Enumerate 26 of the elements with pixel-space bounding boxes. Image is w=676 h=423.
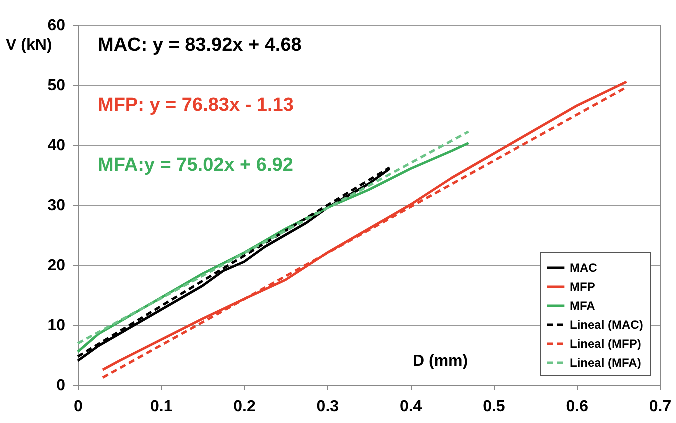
- y-tick-label: 0: [56, 378, 66, 394]
- y-tick-label: 30: [48, 198, 66, 214]
- x-tick-label: 0: [74, 398, 84, 416]
- x-tick-label: 0.3: [316, 398, 340, 416]
- y-tick-label: 40: [48, 138, 66, 154]
- x-tick-label: 0.4: [400, 398, 422, 416]
- legend-label: Lineal (MFA): [570, 356, 642, 370]
- y-axis-title: V (kN): [6, 37, 52, 54]
- y-tick-label: 20: [48, 258, 66, 274]
- legend-label: MFA: [570, 299, 596, 313]
- legend-label: MFP: [570, 280, 596, 294]
- annotation: MAC: y = 83.92x + 4.68: [98, 35, 302, 56]
- x-axis-title: D (mm): [413, 353, 468, 370]
- x-tick-label: 0.2: [234, 398, 256, 416]
- x-tick-label: 0.6: [566, 398, 589, 416]
- x-tick-label: 0.5: [483, 398, 506, 416]
- x-tick-label: 0.1: [150, 398, 173, 416]
- legend-label: Lineal (MFP): [570, 337, 642, 351]
- y-tick-label: 10: [48, 318, 66, 334]
- legend-label: MAC: [570, 261, 598, 275]
- x-tick-label: 0.7: [649, 398, 672, 416]
- y-tick-label: 50: [48, 78, 66, 94]
- annotation: MFA:y = 75.02x + 6.92: [98, 155, 294, 176]
- annotation: MFP: y = 76.83x - 1.13: [98, 95, 294, 116]
- legend-label: Lineal (MAC): [570, 318, 644, 332]
- y-tick-label: 60: [48, 18, 66, 34]
